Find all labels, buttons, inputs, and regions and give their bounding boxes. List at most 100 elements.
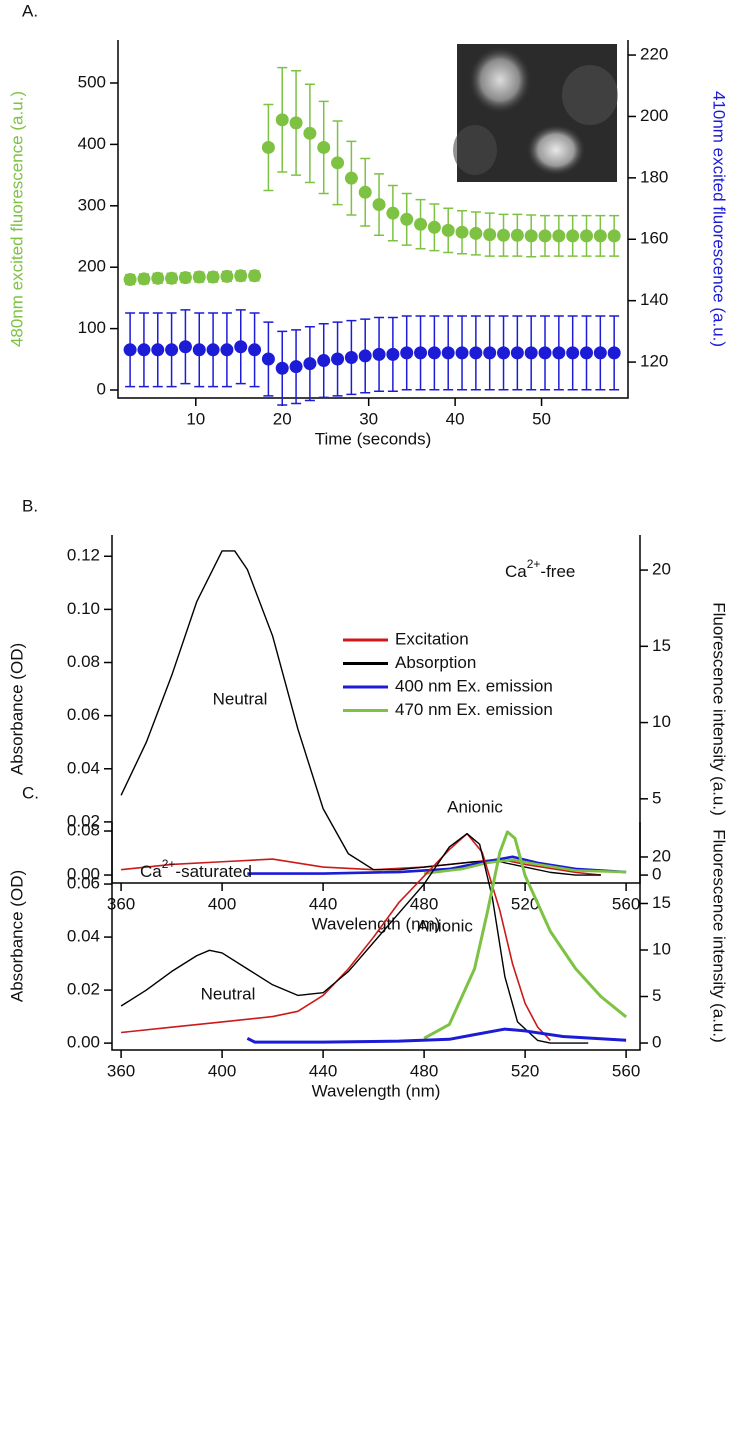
data-point	[441, 223, 455, 237]
data-point	[400, 346, 414, 360]
y-tick-label: 0.08	[67, 820, 100, 839]
y-tick-label: 100	[78, 318, 106, 337]
data-point	[414, 346, 428, 360]
annotation: Ca2+-saturated	[140, 857, 252, 881]
inset-micrograph	[453, 44, 618, 182]
x-axis-label: Wavelength (nm)	[312, 1081, 441, 1100]
y-tick-label: 0.02	[67, 811, 100, 830]
data-point	[497, 228, 511, 242]
data-line	[423, 858, 627, 875]
y-tick-label: 0.04	[67, 758, 100, 777]
data-point	[206, 270, 220, 284]
data-point	[497, 346, 511, 360]
data-point	[289, 116, 303, 130]
y-tick-label: 0.06	[67, 874, 100, 893]
data-point	[358, 349, 372, 363]
y2-tick-label: 120	[640, 352, 668, 371]
data-point	[372, 198, 386, 212]
data-point	[607, 229, 621, 243]
y2-tick-label: 20	[652, 846, 671, 865]
y2-tick-label: 15	[652, 636, 671, 655]
data-point	[552, 229, 566, 243]
legend-label: Excitation	[395, 629, 469, 648]
data-point	[566, 346, 580, 360]
y2-tick-label: 10	[652, 712, 671, 731]
data-point	[289, 360, 303, 374]
y-axis-label: 480nm excited fluorescence (a.u.)	[7, 91, 26, 347]
data-point	[317, 140, 331, 154]
data-point	[372, 347, 386, 361]
data-point	[469, 226, 483, 240]
data-point	[455, 225, 469, 239]
data-point	[483, 346, 497, 360]
y-axis-label: Absorbance (OD)	[7, 643, 26, 775]
annotation-part: 2+	[162, 857, 176, 871]
data-point	[593, 229, 607, 243]
annotation: Anionic	[447, 797, 503, 816]
data-line	[247, 855, 627, 875]
y-tick-label: 0.08	[67, 652, 100, 671]
y2-tick-label: 180	[640, 167, 668, 186]
data-point	[483, 228, 497, 242]
data-point	[303, 357, 317, 371]
panel-label: C.	[22, 783, 39, 802]
data-point	[137, 272, 151, 286]
x-tick-label: 480	[410, 894, 438, 913]
y2-tick-label: 5	[652, 788, 661, 807]
x-tick-label: 560	[612, 1061, 640, 1080]
x-tick-label: 10	[186, 409, 205, 428]
data-point	[206, 343, 220, 357]
panel-label: A.	[22, 1, 38, 20]
y2-tick-label: 200	[640, 106, 668, 125]
y-tick-label: 0.02	[67, 980, 100, 999]
y-tick-label: 0.12	[67, 546, 100, 565]
annotation: Neutral	[213, 689, 268, 708]
data-point	[344, 171, 358, 185]
data-point	[510, 228, 524, 242]
data-point	[220, 343, 234, 357]
data-point	[331, 352, 345, 366]
data-point	[344, 350, 358, 364]
y-axis-label: Absorbance (OD)	[7, 870, 26, 1002]
axes-frame	[117, 40, 629, 399]
x-tick-label: 40	[446, 409, 465, 428]
y2-axis-label: Fluorescence intensity (a.u.)	[710, 829, 729, 1043]
data-point	[331, 156, 345, 170]
data-point	[151, 271, 165, 285]
y2-tick-label: 10	[652, 939, 671, 958]
data-point	[137, 343, 151, 357]
annotation-part: -saturated	[175, 862, 252, 881]
axes-frame	[111, 535, 641, 884]
data-line	[246, 1027, 627, 1044]
y-tick-label: 200	[78, 257, 106, 276]
annotation-part: Ca	[505, 562, 527, 581]
axes-frame	[111, 822, 641, 1051]
data-point	[165, 343, 179, 357]
data-point	[178, 340, 192, 354]
data-point	[386, 206, 400, 220]
x-tick-label: 400	[208, 1061, 236, 1080]
data-point	[192, 343, 206, 357]
y-tick-label: 0.06	[67, 705, 100, 724]
legend-label: 470 nm Ex. emission	[395, 700, 553, 719]
y-tick-label: 0	[97, 380, 106, 399]
x-tick-label: 440	[309, 1061, 337, 1080]
data-point	[234, 269, 248, 283]
data-point	[275, 113, 289, 127]
data-line	[120, 550, 601, 876]
y2-tick-label: 0	[652, 1033, 661, 1052]
legend-label: Absorption	[395, 653, 476, 672]
data-point	[538, 346, 552, 360]
y-tick-label: 0.04	[67, 927, 100, 946]
y-tick-label: 0.10	[67, 599, 100, 618]
x-tick-label: 480	[410, 1061, 438, 1080]
x-tick-label: 360	[107, 1061, 135, 1080]
data-point	[261, 352, 275, 366]
data-point	[607, 346, 621, 360]
data-point	[510, 346, 524, 360]
y-tick-label: 0.00	[67, 1033, 100, 1052]
y2-tick-label: 20	[652, 560, 671, 579]
data-point	[524, 229, 538, 243]
data-point	[248, 343, 262, 357]
data-point	[580, 346, 594, 360]
